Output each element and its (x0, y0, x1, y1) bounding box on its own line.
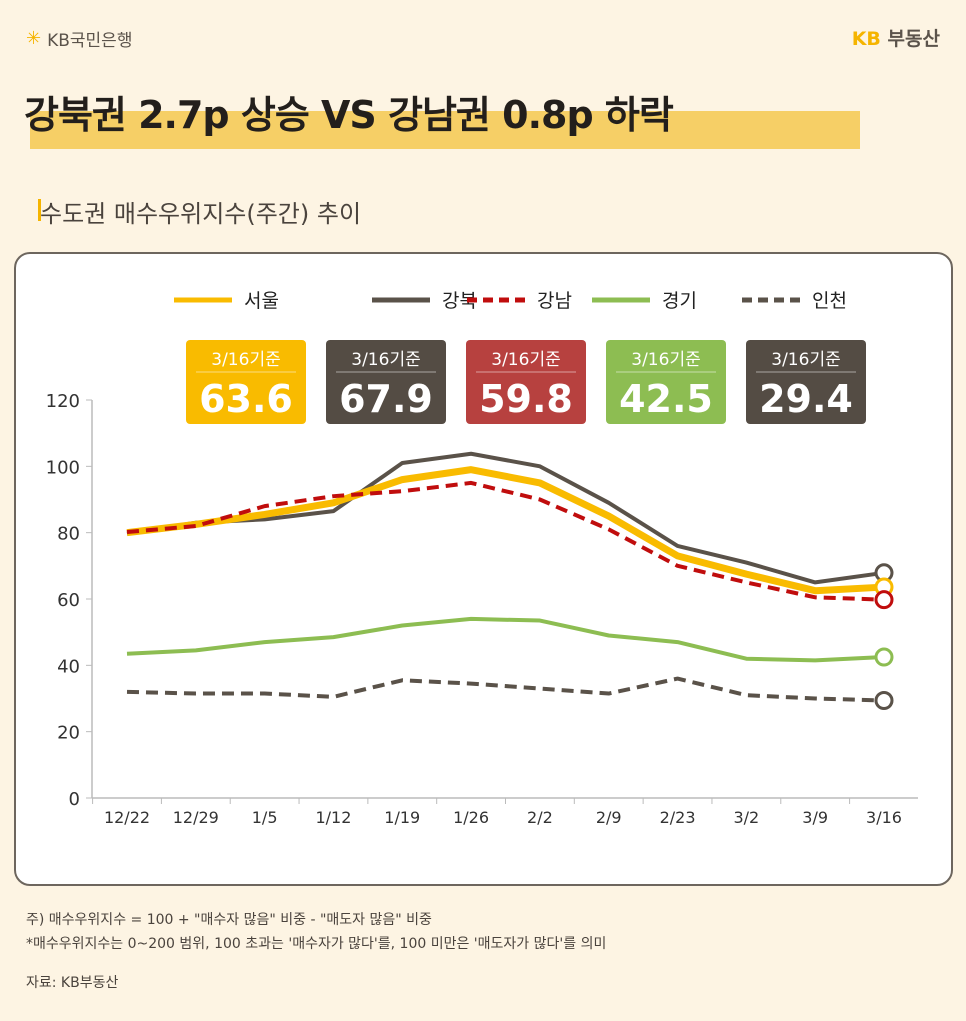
headline: 강북권 2.7p 상승 VS 강남권 0.8p 하락 (24, 93, 674, 137)
legend-label: 강남 (537, 290, 572, 312)
y-tick-label: 0 (69, 789, 80, 810)
x-tick-label: 2/2 (527, 808, 553, 827)
callout-label: 3/16기준 (491, 350, 560, 370)
callout-value: 59.8 (479, 377, 573, 421)
brand-text: 부동산 (887, 28, 940, 50)
kb-star-icon: ✳ (26, 28, 42, 49)
x-tick-label: 1/12 (315, 808, 351, 827)
x-tick-label: 12/22 (104, 808, 150, 827)
line-chart: 0 20 40 60 80 100 120 12/22 12/29 1/5 1/12 1/19 1/26… (46, 290, 918, 827)
y-tick-label: 60 (57, 590, 80, 611)
subtitle-accent (38, 199, 41, 221)
callout-box (746, 340, 866, 424)
callout-label: 3/16기준 (211, 350, 280, 370)
y-tick-label: 40 (57, 656, 80, 677)
legend-label: 서울 (244, 290, 279, 312)
kb-realestate-logo: KB 부동산 (852, 24, 940, 51)
subtitle: 수도권 매수우위지수(주간) 추이 (40, 200, 362, 228)
callout-value: 63.6 (199, 377, 293, 421)
data-point (874, 590, 894, 610)
series-line-서울 (126, 466, 885, 595)
legend-label: 강북 (442, 290, 477, 312)
callout-value: 42.5 (619, 377, 713, 421)
data-point (874, 690, 894, 710)
bank-logo-text: KB국민은행 (47, 31, 133, 51)
brand-kb: KB (851, 28, 881, 50)
headline-highlight (30, 111, 860, 149)
series-line-인천 (126, 676, 885, 703)
x-tick-label: 1/26 (453, 808, 489, 827)
notes: 주) 매수우위지수 = 100 + "매수자 많음" 비중 - "매도자 많음"… (26, 908, 606, 956)
callout-value: 29.4 (759, 377, 853, 421)
note-formula: 주) 매수우위지수 = 100 + "매수자 많음" 비중 - "매도자 많음"… (26, 912, 432, 928)
x-tick-label: 2/23 (660, 808, 696, 827)
x-tick-label: 3/16 (866, 808, 902, 827)
y-tick-label: 100 (46, 457, 80, 478)
callout-value: 67.9 (339, 377, 433, 421)
x-tick-label: 12/29 (173, 808, 219, 827)
legend-label: 인천 (812, 290, 847, 312)
source: 자료: KB부동산 (26, 975, 119, 991)
y-tick-label: 80 (57, 524, 80, 545)
callout-label: 3/16기준 (771, 350, 840, 370)
x-tick-label: 3/2 (733, 808, 759, 827)
note-range: *매수우위지수는 0~200 범위, 100 초과는 '매수자가 많다'를, 1… (26, 936, 607, 952)
x-tick-label: 1/5 (252, 808, 278, 827)
y-tick-label: 120 (46, 391, 80, 412)
series-line-경기 (126, 616, 885, 663)
callout-box (466, 340, 586, 424)
x-tick-label: 1/19 (384, 808, 420, 827)
callout-label: 3/16기준 (351, 350, 420, 370)
chart-card: 0 20 40 60 80 100 120 12/22 12/29 1/5 1/12 1/19 1/26… (14, 252, 953, 886)
series-line-강남 (126, 480, 885, 602)
legend-label: 경기 (662, 290, 697, 312)
x-tick-label: 2/9 (596, 808, 622, 827)
kb-bank-logo: ✳ KB국민은행 (26, 26, 132, 51)
callout-box (606, 340, 726, 424)
callout-box (326, 340, 446, 424)
callout-label: 3/16기준 (631, 350, 700, 370)
callout-box (186, 340, 306, 424)
data-point (874, 647, 894, 667)
y-tick-label: 20 (57, 723, 80, 744)
x-tick-label: 3/9 (802, 808, 828, 827)
series-line-강북 (126, 451, 885, 585)
